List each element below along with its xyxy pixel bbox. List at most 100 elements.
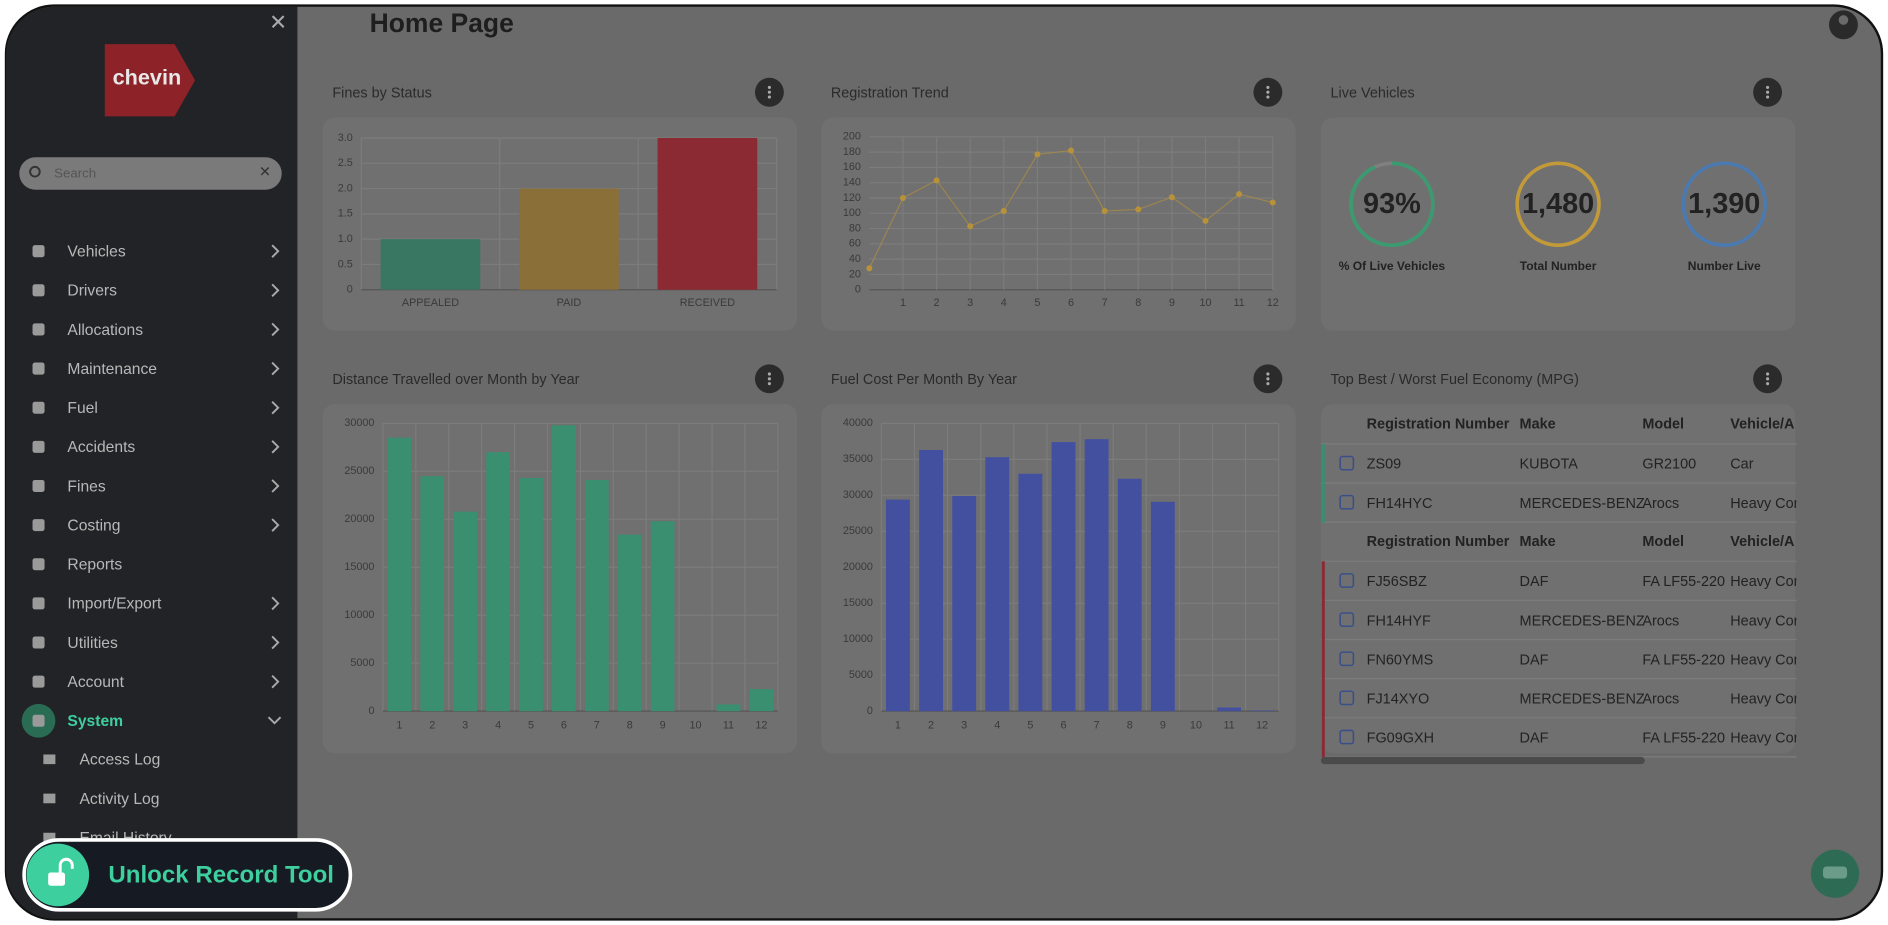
trend-point bbox=[1202, 217, 1209, 224]
table-cell: Car bbox=[1730, 457, 1753, 473]
widget-title: Registration Trend bbox=[831, 85, 949, 101]
menu-icon bbox=[32, 675, 45, 688]
menu-dot bbox=[1266, 90, 1270, 94]
bar bbox=[420, 476, 445, 712]
edit-icon[interactable] bbox=[1339, 612, 1355, 628]
menu-icon bbox=[32, 479, 45, 492]
menu-chevron bbox=[271, 479, 280, 493]
x-tick-label: 2 bbox=[928, 719, 934, 731]
widget-title: Fines by Status bbox=[332, 85, 432, 101]
x-tick-label: 12 bbox=[1256, 719, 1268, 731]
bar bbox=[886, 499, 910, 712]
edit-icon[interactable] bbox=[1339, 573, 1355, 588]
y-tick-label: 1.0 bbox=[338, 233, 353, 245]
gauge-arc bbox=[1349, 161, 1435, 247]
y-tick-label: 5000 bbox=[350, 657, 374, 669]
menu-dot bbox=[1766, 377, 1770, 381]
menu-chevron bbox=[271, 635, 280, 650]
y-tick-label: 40000 bbox=[843, 417, 873, 429]
menu-item[interactable]: Accidents bbox=[67, 439, 135, 456]
bar bbox=[380, 239, 481, 290]
unlock-button[interactable] bbox=[22, 838, 353, 912]
bar bbox=[617, 534, 642, 712]
table-cell: Arocs bbox=[1642, 613, 1679, 629]
x-tick-label: 1 bbox=[895, 719, 901, 731]
table-cell: FJ14XYO bbox=[1367, 692, 1430, 708]
trend-point bbox=[899, 194, 906, 201]
bar bbox=[519, 478, 543, 712]
menu-item[interactable]: Utilities bbox=[67, 635, 118, 652]
close-sidebar[interactable]: ✕ bbox=[269, 9, 287, 34]
y-tick-label: 3.0 bbox=[338, 132, 353, 144]
table-cell: FA LF55-220 bbox=[1642, 574, 1725, 590]
menu-item[interactable]: Allocations bbox=[67, 322, 143, 339]
x-tick-label: 9 bbox=[1160, 719, 1166, 731]
x-tick-label: 5 bbox=[1034, 297, 1040, 309]
y-tick-label: 200 bbox=[843, 131, 861, 143]
edit-icon[interactable] bbox=[1339, 651, 1355, 667]
kpi-value: 1,390 bbox=[1688, 188, 1760, 220]
search-box[interactable] bbox=[19, 157, 282, 190]
menu-item[interactable]: Maintenance bbox=[67, 361, 157, 378]
menu-dot bbox=[767, 382, 771, 386]
menu-chevron bbox=[271, 518, 280, 532]
y-tick-label: 160 bbox=[843, 161, 861, 173]
menu-item[interactable]: Fines bbox=[67, 478, 105, 495]
x-tick-label: 4 bbox=[994, 719, 1000, 731]
edit-icon[interactable] bbox=[1339, 455, 1355, 471]
bar bbox=[584, 479, 609, 712]
kpi-ring bbox=[1681, 161, 1767, 247]
menu-item[interactable]: Costing bbox=[67, 517, 120, 534]
menu-icon bbox=[32, 401, 45, 414]
trend-point bbox=[1236, 191, 1243, 198]
menu-item[interactable]: Import/Export bbox=[67, 596, 162, 613]
menu-item[interactable]: Account bbox=[67, 674, 124, 691]
table-cell: Arocs bbox=[1642, 496, 1679, 512]
menu-item[interactable]: Vehicles bbox=[67, 244, 125, 261]
menu-item[interactable]: Fuel bbox=[67, 400, 97, 417]
edit-icon[interactable] bbox=[1339, 690, 1355, 706]
y-tick-label: 20000 bbox=[344, 513, 374, 525]
menu-dot bbox=[1266, 372, 1270, 376]
widget-title: Top Best / Worst Fuel Economy (MPG) bbox=[1331, 372, 1579, 388]
unlock-label: Unlock Record Tool bbox=[108, 861, 334, 888]
menu-item[interactable]: Reports bbox=[67, 557, 122, 574]
y-tick-label: 120 bbox=[843, 192, 861, 204]
bar bbox=[453, 511, 478, 712]
table-cell: Heavy Cor bbox=[1730, 731, 1798, 747]
trend-point bbox=[1168, 194, 1175, 201]
table-scrollbar[interactable] bbox=[1320, 756, 1645, 765]
y-tick-label: 5000 bbox=[849, 669, 873, 681]
edit-icon[interactable] bbox=[1339, 494, 1355, 510]
bar bbox=[749, 689, 774, 712]
x-tick-label: 1 bbox=[900, 297, 906, 309]
submenu-item[interactable]: Activity Log bbox=[79, 791, 159, 808]
x-tick-label: 11 bbox=[1233, 297, 1244, 309]
table-cell: KUBOTA bbox=[1520, 457, 1579, 473]
menu-icon bbox=[32, 284, 45, 297]
y-tick-label: 20000 bbox=[843, 561, 873, 573]
menu-item[interactable]: Drivers bbox=[67, 283, 117, 300]
submenu-item[interactable]: Access Log bbox=[79, 752, 160, 769]
menu-dot bbox=[1766, 85, 1770, 89]
car-glyph bbox=[1822, 866, 1848, 879]
y-tick-label: 0 bbox=[347, 284, 353, 296]
table-cell: GR2100 bbox=[1642, 457, 1696, 473]
menu-dot bbox=[767, 85, 771, 89]
x-tick-label: 4 bbox=[1001, 297, 1007, 309]
table-header: Registration Number bbox=[1367, 416, 1510, 432]
trend-point bbox=[866, 265, 873, 272]
search-icon bbox=[29, 165, 41, 178]
kpi-caption: Number Live bbox=[1688, 259, 1761, 273]
x-tick-label: PAID bbox=[557, 297, 582, 309]
y-tick-label: 1.5 bbox=[338, 208, 353, 220]
menu-dot bbox=[767, 372, 771, 376]
bar bbox=[1018, 473, 1043, 712]
bar bbox=[1250, 710, 1275, 712]
menu-item[interactable]: System bbox=[67, 713, 123, 730]
edit-icon[interactable] bbox=[1339, 729, 1355, 745]
x-tick-label: 12 bbox=[755, 719, 767, 731]
trend-point bbox=[967, 223, 974, 230]
y-tick-label: 25000 bbox=[843, 525, 873, 537]
